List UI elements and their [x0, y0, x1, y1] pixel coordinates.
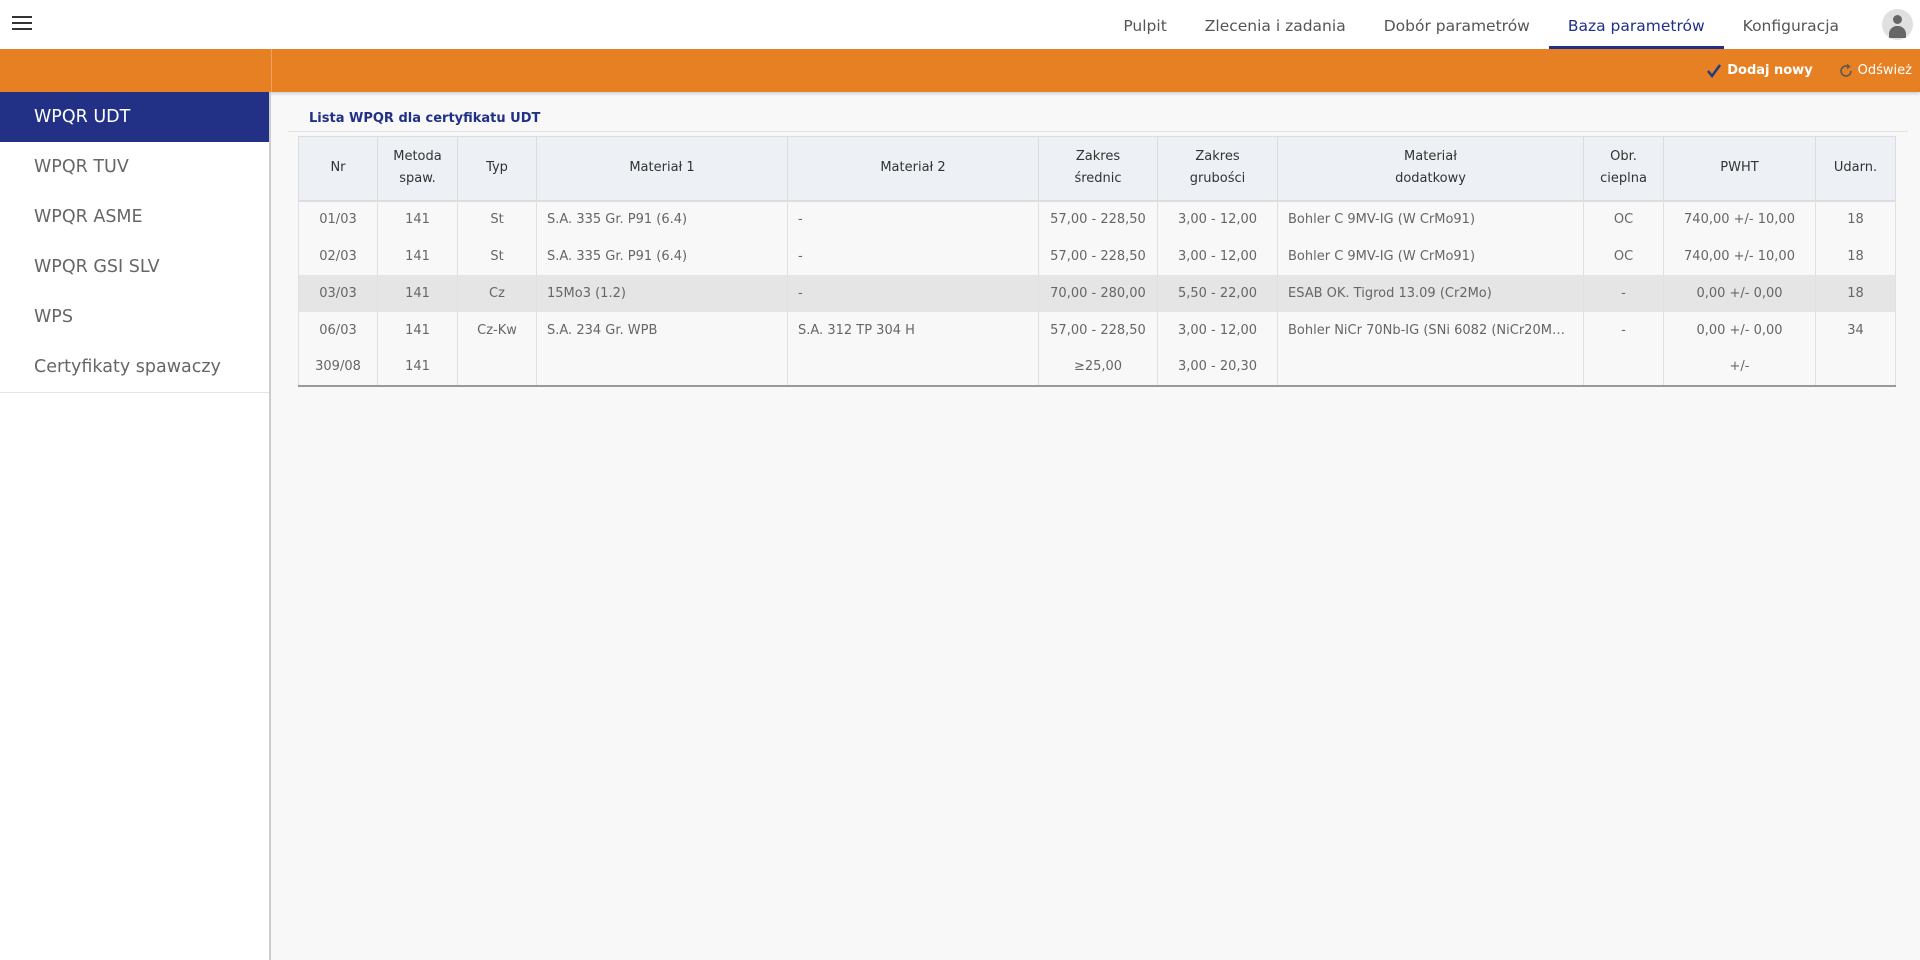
nav-tab-4[interactable]: Konfiguracja [1742, 17, 1839, 35]
table-cell: 0,00 +/- 0,00 [1663, 274, 1816, 312]
table-cell: 57,00 - 228,50 [1038, 237, 1158, 275]
table-cell: 141 [377, 200, 458, 238]
table-cell: S.A. 312 TP 304 H [787, 311, 1039, 349]
table-cell: S.A. 234 Gr. WPB [536, 311, 788, 349]
column-header[interactable]: Materiał 1 [536, 136, 788, 202]
table-cell: OC [1583, 200, 1664, 238]
refresh-icon [1839, 63, 1852, 77]
table-cell: 06/03 [298, 311, 378, 349]
sidebar-item-1[interactable]: WPQR TUV [0, 142, 269, 192]
table-row[interactable]: 01/03 141 St S.A. 335 Gr. P91 (6.4) -57,00 -… [298, 200, 1896, 238]
table-cell: - [787, 237, 1039, 275]
refresh-button[interactable]: Odśwież [1839, 63, 1912, 78]
user-avatar-icon[interactable] [1882, 9, 1913, 40]
table-cell: 3,00 - 12,00 [1157, 237, 1278, 275]
table-row[interactable]: 06/03 141 Cz-Kw S.A. 234 Gr. WPB S.A. 312 TP… [298, 311, 1896, 349]
table-cell: 57,00 - 228,50 [1038, 311, 1158, 349]
sidebar-item-2[interactable]: WPQR ASME [0, 192, 269, 242]
table-cell: 141 [377, 274, 458, 312]
sidebar: WPQR UDT WPQR TUV WPQR ASME WPQR GSI SLV WPS… [0, 92, 271, 960]
add-new-label: Dodaj nowy [1727, 63, 1813, 78]
table-cell: 740,00 +/- 10,00 [1663, 200, 1816, 238]
sidebar-item-0[interactable]: WPQR UDT [0, 92, 269, 142]
column-header[interactable]: Zakres grubości [1157, 136, 1278, 202]
table-cell: 5,50 - 22,00 [1157, 274, 1278, 312]
column-header[interactable]: PWHT [1663, 136, 1816, 202]
main-nav: Pulpit Zlecenia i zadania Dobór parametrów… [1104, 0, 1858, 49]
column-header[interactable]: Obr. cieplna [1583, 136, 1664, 202]
add-new-button[interactable]: Dodaj nowy [1706, 63, 1813, 79]
table-cell: - [1583, 311, 1664, 349]
table-cell: S.A. 335 Gr. P91 (6.4) [536, 200, 788, 238]
top-bar: Pulpit Zlecenia i zadania Dobór parametrów… [0, 0, 1920, 49]
table-cell: Cz-Kw [457, 311, 537, 349]
table-cell: - [1583, 274, 1664, 312]
column-header[interactable]: Materiał dodatkowy [1277, 136, 1584, 202]
table-cell: 70,00 - 280,00 [1038, 274, 1158, 312]
table-cell: 15Mo3 (1.2) [536, 274, 788, 312]
table-cell: S.A. 335 Gr. P91 (6.4) [536, 237, 788, 275]
sidebar-item-5[interactable]: Certyfikaty spawaczy [0, 342, 269, 392]
table-cell: 18 [1815, 200, 1896, 238]
table-cell: ≥25,00 [1038, 348, 1158, 387]
sidebar-item-4[interactable]: WPS [0, 292, 269, 342]
sidebar-item-3[interactable]: WPQR GSI SLV [0, 242, 269, 292]
table-cell [457, 348, 537, 387]
table-cell: 03/03 [298, 274, 378, 312]
table-cell: 3,00 - 12,00 [1157, 311, 1278, 349]
table-cell: 18 [1815, 274, 1896, 312]
table-row[interactable]: 02/03 141 St S.A. 335 Gr. P91 (6.4) -57,00 -… [298, 237, 1896, 275]
table-cell: Cz [457, 274, 537, 312]
page-title: Lista WPQR dla certyfikatu UDT [309, 111, 541, 126]
table-cell: ESAB OK. Tigrod 13.09 (Cr2Mo) [1277, 274, 1584, 312]
table-cell: St [457, 237, 537, 275]
table-cell: 141 [377, 348, 458, 387]
wpqr-table: Nr Metoda spaw. Typ Materiał 1 Materiał 2 Zak… [298, 136, 1896, 387]
table-cell: Bohler C 9MV-IG (W CrMo91) [1277, 237, 1584, 275]
table-cell: - [787, 200, 1039, 238]
column-header[interactable]: Materiał 2 [787, 136, 1039, 202]
table-cell: 34 [1815, 311, 1896, 349]
column-header[interactable]: Nr [298, 136, 378, 202]
table-cell: 57,00 - 228,50 [1038, 200, 1158, 238]
table-cell: St [457, 200, 537, 238]
checkmark-icon [1707, 63, 1722, 78]
table-cell: 309/08 [298, 348, 378, 387]
table-cell: 740,00 +/- 10,00 [1663, 237, 1816, 275]
table-row[interactable]: 309/08 141 ≥25,00 3,00 - 20,30 +/- [298, 348, 1896, 387]
hamburger-menu-icon[interactable] [12, 16, 32, 32]
table-cell: 01/03 [298, 200, 378, 238]
table-cell [1277, 348, 1584, 387]
refresh-label: Odśwież [1857, 63, 1912, 78]
nav-tab-0[interactable]: Pulpit [1123, 17, 1167, 35]
column-header[interactable]: Typ [457, 136, 537, 202]
table-cell: Bohler NiCr 70Nb-IG (SNi 6082 (NiCr20Mn3… [1277, 311, 1584, 349]
table-cell [1815, 348, 1896, 387]
column-header[interactable]: Metoda spaw. [377, 136, 458, 202]
table-cell: 3,00 - 12,00 [1157, 200, 1278, 238]
table-cell: 141 [377, 237, 458, 275]
table-cell: 141 [377, 311, 458, 349]
table-cell: 18 [1815, 237, 1896, 275]
table-cell [1583, 348, 1664, 387]
divider [288, 131, 1908, 132]
table-cell: +/- [1663, 348, 1816, 387]
table-cell: 0,00 +/- 0,00 [1663, 311, 1816, 349]
column-header[interactable]: Zakres średnic [1038, 136, 1158, 202]
table-cell [787, 348, 1039, 387]
nav-tab-3[interactable]: Baza parametrów [1548, 0, 1724, 49]
nav-tab-1[interactable]: Zlecenia i zadania [1204, 17, 1346, 35]
column-header[interactable]: Udarn. [1815, 136, 1896, 202]
table-cell: 3,00 - 20,30 [1157, 348, 1278, 387]
table-cell: 02/03 [298, 237, 378, 275]
table-cell: OC [1583, 237, 1664, 275]
nav-tab-2[interactable]: Dobór parametrów [1383, 17, 1530, 35]
table-cell: - [787, 274, 1039, 312]
action-bar: Dodaj nowy Odśwież [0, 49, 1920, 92]
table-cell [536, 348, 788, 387]
table-row[interactable]: 03/03 141 Cz 15Mo3 (1.2) -70,00 - 280,00 5,50… [298, 274, 1896, 312]
table-cell: Bohler C 9MV-IG (W CrMo91) [1277, 200, 1584, 238]
